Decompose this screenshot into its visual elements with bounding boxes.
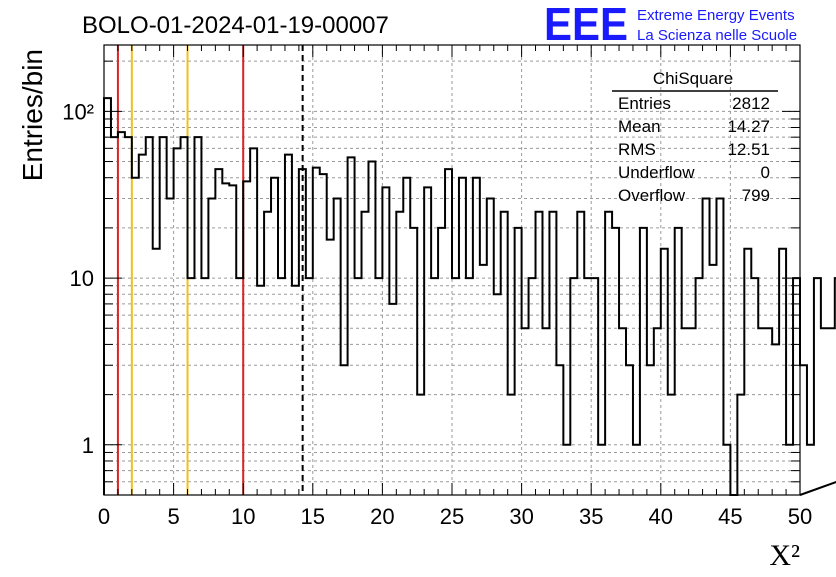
x-tick-label: 25: [440, 504, 464, 529]
stats-value: 0: [761, 163, 770, 182]
logo-letters: EEE: [544, 0, 628, 50]
stats-box: ChiSquare Entries 2812 Mean 14.27 RMS 12…: [612, 69, 778, 205]
stats-label: Mean: [618, 117, 661, 136]
x-tick-label: 15: [301, 504, 325, 529]
stats-label: Underflow: [618, 163, 695, 182]
x-tick-label: 35: [579, 504, 603, 529]
y-axis-label: Entries/bin: [17, 49, 48, 181]
y-tick-label: 1: [82, 433, 94, 458]
axis-ticks: 0 5 10 15 20 25 30 35 40 45 50 1 10 10²: [62, 45, 812, 529]
x-tick-label: 40: [649, 504, 673, 529]
x-tick-label: 50: [788, 504, 812, 529]
y-tick-label: 10²: [62, 99, 94, 124]
eee-logo: EEE Extreme Energy Events La Scienza nel…: [544, 0, 797, 50]
stats-title: ChiSquare: [653, 69, 733, 88]
logo-line-1: Extreme Energy Events: [637, 7, 795, 24]
stats-label: Entries: [618, 94, 671, 113]
stats-label: Overflow: [618, 186, 686, 205]
logo-line-2: La Scienza nelle Scuole: [637, 27, 797, 44]
x-axis-label: X²: [769, 539, 800, 572]
stats-value: 2812: [732, 94, 770, 113]
stats-value: 12.51: [727, 140, 770, 159]
x-tick-label: 5: [167, 504, 179, 529]
x-tick-label: 20: [370, 504, 394, 529]
chart-title: BOLO-01-2024-01-19-00007: [82, 12, 389, 39]
x-tick-label: 10: [231, 504, 255, 529]
x-tick-label: 30: [509, 504, 533, 529]
x-tick-label: 0: [98, 504, 110, 529]
x-tick-label: 45: [718, 504, 742, 529]
y-tick-label: 10: [70, 266, 94, 291]
stats-value: 799: [742, 186, 770, 205]
stats-value: 14.27: [727, 117, 770, 136]
stats-label: RMS: [618, 140, 656, 159]
